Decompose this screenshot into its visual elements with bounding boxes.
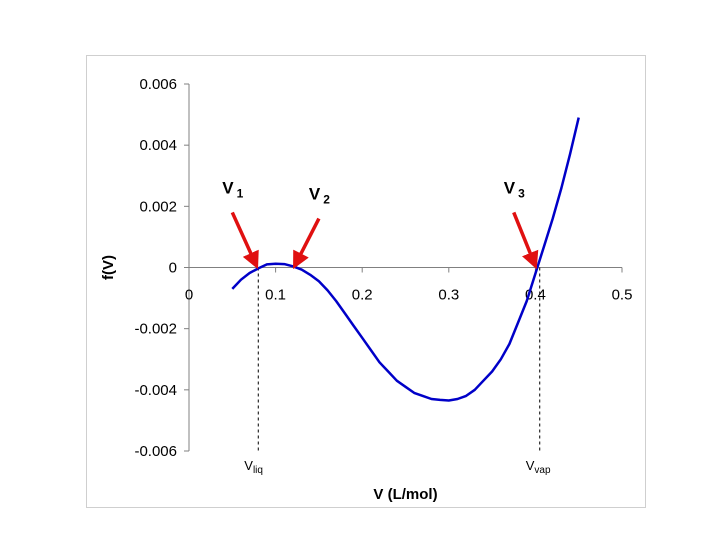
y-tick-label: 0.004 bbox=[139, 137, 177, 154]
x-tick-label: 0.2 bbox=[352, 287, 373, 304]
marker-label-liq: Vliq bbox=[244, 458, 263, 476]
series-line bbox=[231, 117, 580, 402]
arrow-v2 bbox=[293, 217, 321, 270]
y-axis-title: f(V) bbox=[100, 255, 117, 280]
x-tick-label: 0.5 bbox=[612, 287, 633, 304]
marker-label-vap: Vvap bbox=[526, 458, 551, 476]
arrow-v1 bbox=[230, 211, 259, 270]
x-tick-label: 0.1 bbox=[265, 287, 286, 304]
y-tick-label: 0.006 bbox=[139, 76, 177, 93]
y-tick-label: -0.004 bbox=[134, 382, 177, 399]
y-tick-label: 0 bbox=[169, 260, 177, 277]
y-tick-label: 0.002 bbox=[139, 198, 177, 215]
arrow-v3 bbox=[512, 211, 539, 270]
y-tick-label: -0.006 bbox=[134, 443, 177, 460]
x-axis-title: V (L/mol) bbox=[373, 486, 437, 503]
x-tick-label: 0 bbox=[185, 287, 193, 304]
y-tick-label: -0.002 bbox=[134, 321, 177, 338]
plot-area: 0.006 0.004 0.002 0 -0.002 -0.004 -0.006 0 0.1 0.… bbox=[100, 76, 632, 503]
chart-frame bbox=[86, 55, 646, 508]
x-tick-label: 0.3 bbox=[438, 287, 459, 304]
